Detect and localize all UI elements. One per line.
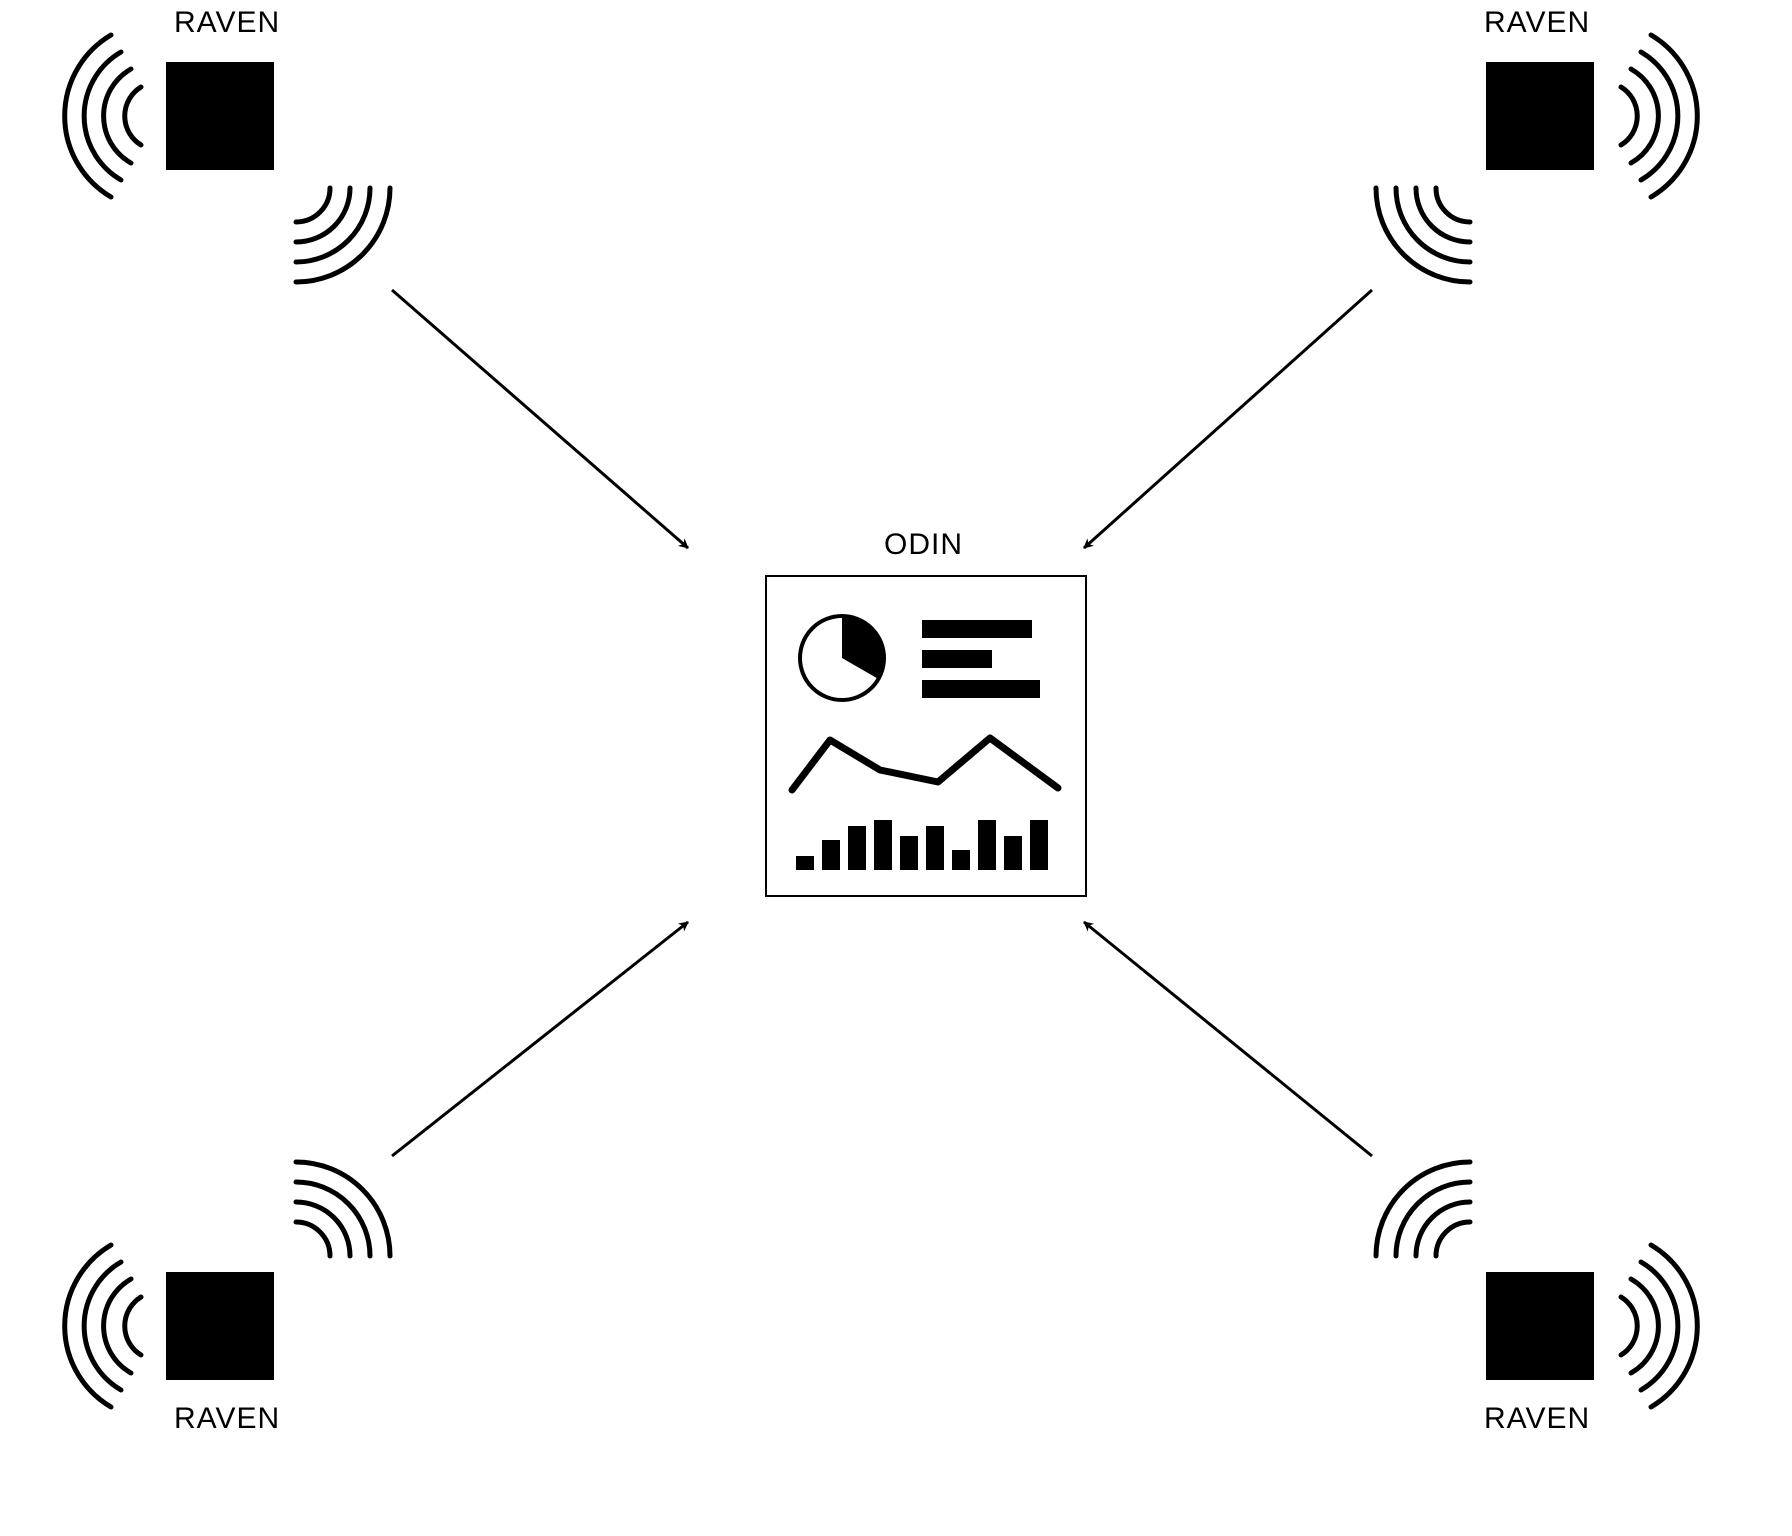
diagram-svg (0, 0, 1792, 1536)
raven-node-br (1486, 1272, 1594, 1380)
signal-waves-bl-in (296, 1162, 390, 1256)
edge-br-to-center (1084, 922, 1372, 1156)
diagram-canvas: RAVEN RAVEN RAVEN RAVEN ODIN (0, 0, 1792, 1536)
signal-waves-br-in (1376, 1162, 1470, 1256)
edge-bl-to-center (392, 922, 688, 1156)
edge-tl-to-center (392, 290, 688, 548)
pie-chart-icon (800, 616, 884, 700)
edge-tr-to-center (1084, 290, 1372, 548)
signal-waves-tl-out (65, 35, 141, 197)
signal-waves-br-out (1621, 1245, 1697, 1407)
center-node-odin (766, 576, 1086, 896)
signal-waves-bl-out (65, 1245, 141, 1407)
raven-node-tl (166, 62, 274, 170)
signal-waves-tr-in (1376, 188, 1470, 282)
raven-node-bl (166, 1272, 274, 1380)
signal-waves-tl-in (296, 188, 390, 282)
signal-waves-tr-out (1621, 35, 1697, 197)
raven-node-tr (1486, 62, 1594, 170)
